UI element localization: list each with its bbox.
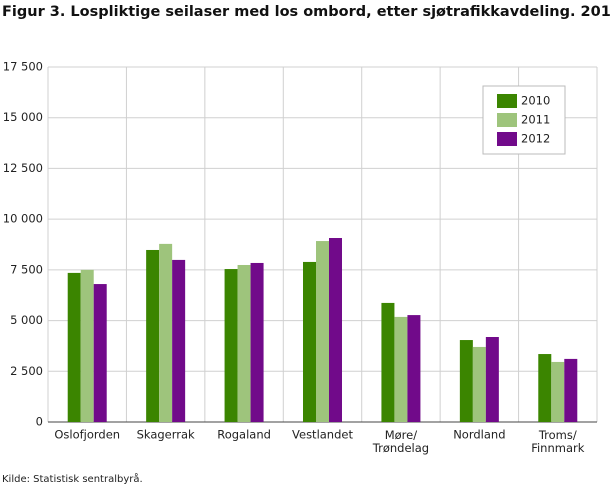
bar (564, 358, 578, 422)
bar (80, 269, 94, 422)
bar (93, 284, 107, 422)
x-tick-label: Troms/Finnmark (531, 428, 585, 455)
bar (394, 316, 408, 422)
x-tick-label: Rogaland (217, 428, 271, 442)
bar (459, 340, 473, 422)
legend-swatch (497, 113, 517, 127)
x-tick-label: Vestlandet (292, 428, 353, 442)
bar (551, 361, 565, 422)
x-tick-label: Nordland (453, 428, 505, 442)
y-tick-label: 0 (36, 415, 43, 429)
legend-label: 2012 (521, 132, 550, 146)
x-tick-label: Skagerrak (137, 428, 195, 442)
y-tick-label: 2 500 (10, 364, 43, 378)
legend-swatch (497, 132, 517, 146)
bar (67, 272, 81, 422)
bar (159, 243, 173, 422)
bar (250, 262, 264, 422)
bar (224, 269, 238, 422)
y-tick-label: 10 000 (3, 212, 43, 226)
bar (329, 238, 342, 422)
y-tick-label: 7 500 (10, 262, 43, 276)
bar (146, 249, 160, 422)
y-tick-label: 12 500 (3, 161, 43, 175)
bar (472, 346, 486, 422)
source: Kilde: Statistisk sentralbyrå. (2, 472, 143, 485)
bar (316, 241, 329, 422)
y-tick-label: 15 000 (3, 110, 43, 124)
x-tick-label: Møre/Trøndelag (372, 428, 429, 455)
bar (538, 354, 552, 422)
chart-title: Figur 3. Lospliktige seilaser med los om… (2, 4, 610, 20)
bar (407, 315, 421, 422)
bar (381, 302, 395, 422)
legend-swatch (497, 94, 517, 108)
legend-box (482, 85, 566, 155)
y-tick-label: 5 000 (10, 313, 43, 327)
bar (485, 337, 499, 422)
bar (303, 261, 316, 422)
y-tick-label: 17 500 (3, 60, 43, 74)
legend-label: 2010 (521, 94, 550, 108)
bar (237, 264, 251, 422)
x-tick-label: Oslofjorden (54, 428, 120, 442)
bar (172, 259, 186, 422)
legend-label: 2011 (521, 113, 550, 127)
